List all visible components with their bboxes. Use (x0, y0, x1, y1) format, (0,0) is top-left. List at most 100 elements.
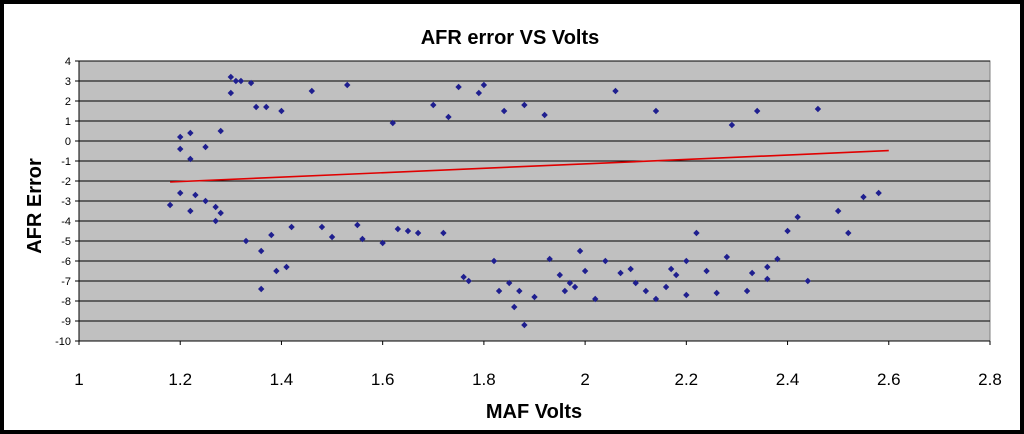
data-point (455, 83, 462, 91)
trendline (170, 149, 889, 183)
data-point (217, 209, 224, 217)
data-point (237, 77, 245, 85)
data-point (202, 197, 209, 205)
data-point (440, 229, 447, 237)
data-point (566, 279, 574, 287)
data-point (561, 287, 569, 295)
data-point (278, 107, 285, 115)
data-point (247, 79, 255, 87)
x-tick-label: 2 (580, 370, 589, 389)
data-point (475, 89, 483, 97)
data-point (748, 269, 756, 277)
data-point (192, 191, 199, 199)
data-point (187, 207, 194, 215)
gridlines (79, 60, 990, 342)
data-point (430, 101, 437, 109)
data-point (728, 121, 736, 129)
data-point (764, 263, 771, 271)
data-point (242, 237, 250, 245)
y-tick-label: 3 (65, 76, 71, 88)
data-point (652, 107, 660, 115)
data-point (465, 277, 472, 285)
data-point (359, 235, 366, 243)
trendline-group (170, 149, 889, 183)
data-point (328, 233, 336, 241)
y-tick-label: -2 (61, 176, 71, 188)
data-point (232, 77, 240, 85)
data-point (414, 229, 422, 237)
data-point (177, 189, 184, 197)
x-tick-label: 1.6 (371, 370, 395, 389)
data-point (743, 287, 751, 295)
data-point (308, 87, 316, 95)
data-point (703, 267, 710, 275)
data-point (713, 289, 720, 297)
data-point (389, 119, 396, 127)
y-tick-label: -3 (61, 196, 71, 208)
data-point (602, 257, 609, 265)
data-point (258, 285, 265, 293)
data-point (318, 223, 326, 231)
chart-frame: AFR error VS Volts 4 3 2 1 0 -1 -2 -3 -4 -5 -6 -7 -8… (4, 4, 1020, 430)
chart-title: AFR error VS Volts (421, 27, 600, 49)
y-tick-label: -6 (61, 256, 71, 268)
data-point (227, 89, 235, 97)
data-point (288, 223, 295, 231)
data-point (212, 203, 219, 211)
y-axis-title: AFR Error (24, 158, 46, 254)
data-point (875, 189, 882, 197)
data-point (784, 227, 791, 235)
data-point (268, 231, 275, 239)
y-tick-label: 0 (65, 136, 71, 148)
data-point (495, 287, 503, 295)
data-point (632, 279, 639, 287)
data-point (227, 73, 235, 81)
data-point (394, 225, 402, 233)
data-point (667, 265, 675, 273)
data-point (516, 287, 523, 295)
data-point (521, 321, 528, 329)
x-tick-label: 2.6 (877, 370, 901, 389)
data-point (612, 87, 619, 95)
data-point (723, 253, 731, 261)
data-point (845, 229, 852, 237)
data-point (505, 279, 513, 287)
data-point (774, 255, 781, 263)
data-point (404, 227, 412, 235)
y-tick-label: -8 (61, 296, 71, 308)
data-point (258, 247, 265, 255)
data-point (177, 133, 184, 141)
x-axis-title: MAF Volts (486, 401, 582, 423)
data-point (804, 277, 811, 285)
data-point (683, 257, 690, 265)
y-tick-label: -5 (61, 236, 71, 248)
x-axis-ticks: 1 1.2 1.4 1.6 1.8 2 2.2 2.4 2.6 2.8 (74, 341, 1002, 389)
y-tick-label: 4 (65, 56, 71, 68)
data-point (490, 257, 498, 265)
data-point (252, 103, 260, 111)
y-axis-ticks: 4 3 2 1 0 -1 -2 -3 -4 -5 -6 -7 -8 -9 -10 (55, 56, 80, 348)
data-point (814, 105, 822, 113)
data-point (576, 247, 584, 255)
data-point (794, 213, 801, 221)
data-point (546, 255, 553, 263)
data-point (445, 113, 452, 121)
data-point (212, 217, 219, 225)
data-point (693, 229, 700, 237)
scatter-chart: AFR error VS Volts 4 3 2 1 0 -1 -2 -3 -4 -5 -6 -7 -8… (24, 27, 1002, 423)
data-point (571, 283, 579, 291)
x-tick-label: 1.4 (270, 370, 294, 389)
y-tick-label: 1 (65, 116, 71, 128)
data-point (652, 295, 660, 303)
x-tick-label: 2.2 (675, 370, 699, 389)
data-point (202, 143, 209, 151)
data-points (166, 73, 882, 329)
data-point (500, 107, 508, 115)
x-tick-label: 2.4 (776, 370, 800, 389)
x-tick-label: 1 (74, 370, 83, 389)
data-point (480, 81, 488, 89)
data-point (834, 207, 842, 215)
data-point (642, 287, 650, 295)
data-point (354, 221, 361, 229)
data-point (683, 291, 690, 299)
